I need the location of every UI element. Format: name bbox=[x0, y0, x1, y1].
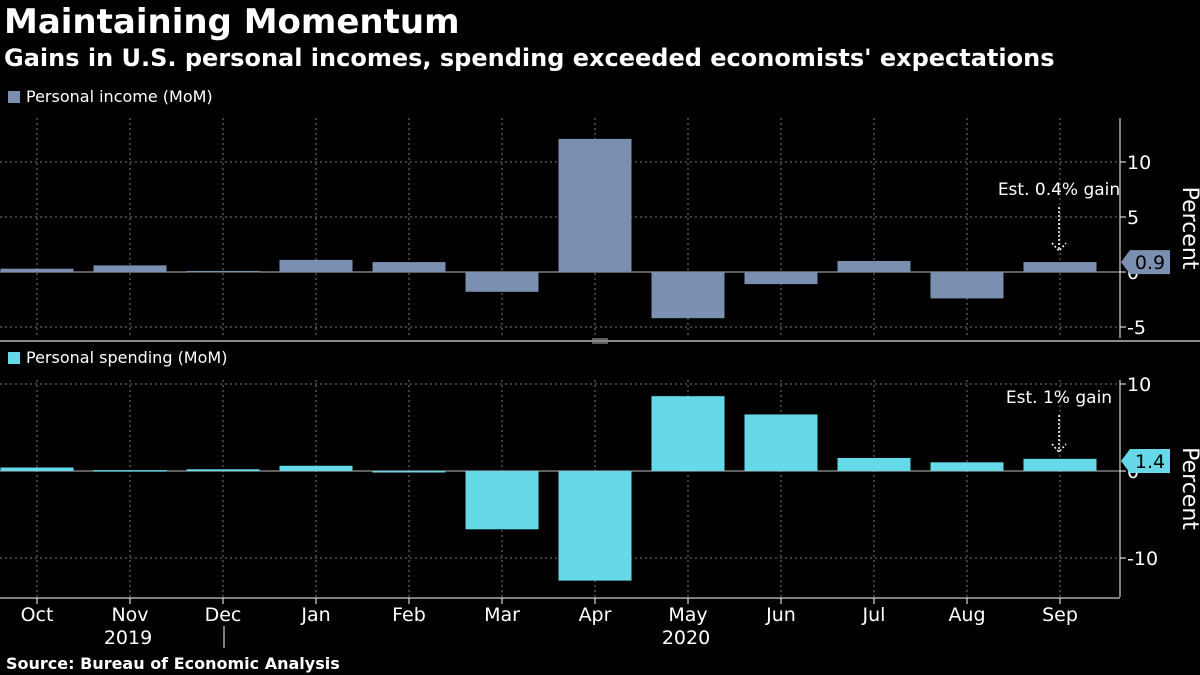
y-tick-label: 10 bbox=[1127, 374, 1151, 396]
last-value-label: 0.9 bbox=[1135, 252, 1165, 274]
source-note: Source: Bureau of Economic Analysis bbox=[6, 654, 340, 673]
bar-feb bbox=[372, 262, 446, 272]
estimate-annotation: Est. 1% gain bbox=[1006, 388, 1112, 408]
bar-sep bbox=[1023, 262, 1097, 272]
bar-apr bbox=[558, 138, 632, 272]
x-tick-label: Feb bbox=[392, 604, 426, 626]
estimate-arrowhead bbox=[1051, 242, 1067, 253]
legend-swatch bbox=[8, 91, 20, 103]
y-tick-label: -10 bbox=[1127, 548, 1158, 570]
legend-label: Personal income (MoM) bbox=[26, 87, 213, 106]
bar-dec bbox=[186, 469, 260, 471]
bar-mar bbox=[465, 471, 539, 530]
y-axis-title: Percent bbox=[1177, 447, 1200, 530]
bar-sep bbox=[1023, 458, 1097, 471]
x-tick-label: Nov bbox=[111, 604, 148, 626]
chart-subtitle: Gains in U.S. personal incomes, spending… bbox=[4, 44, 1055, 72]
bar-jan bbox=[279, 259, 353, 272]
y-tick-label: 10 bbox=[1127, 152, 1151, 174]
bar-nov bbox=[93, 265, 167, 272]
x-tick-label: Dec bbox=[205, 604, 242, 626]
bar-feb bbox=[372, 471, 446, 473]
x-tick-label: Aug bbox=[948, 604, 985, 626]
legend-swatch bbox=[8, 352, 20, 364]
x-tick-label: Jun bbox=[765, 604, 796, 626]
bar-aug bbox=[930, 272, 1004, 299]
bar-apr bbox=[558, 471, 632, 581]
year-label: 2019 bbox=[104, 627, 152, 649]
bar-oct bbox=[0, 467, 74, 471]
estimate-arrowhead bbox=[1051, 443, 1067, 454]
x-axis: Oct Nov Dec Jan Feb Mar Apr May Jun Jul Aug Sep 2019… bbox=[0, 597, 1120, 649]
legend-label: Personal spending (MoM) bbox=[26, 348, 227, 367]
estimate-annotation: Est. 0.4% gain bbox=[998, 180, 1120, 200]
y-axis-title: Percent bbox=[1177, 187, 1200, 270]
bar-may bbox=[651, 272, 725, 319]
y-tick-label: -5 bbox=[1127, 317, 1146, 339]
last-value-callout bbox=[1121, 449, 1170, 473]
x-tick-label: Oct bbox=[21, 604, 54, 626]
y-tick-label: 5 bbox=[1127, 207, 1139, 229]
x-tick-label: Mar bbox=[484, 604, 520, 626]
x-tick-label: Sep bbox=[1042, 604, 1078, 626]
last-value-callout bbox=[1121, 250, 1170, 275]
bar-jan bbox=[279, 465, 353, 471]
bar-nov bbox=[93, 470, 167, 472]
x-tick-label: May bbox=[668, 604, 707, 626]
bar-may bbox=[651, 396, 725, 471]
bar-jul bbox=[837, 261, 911, 272]
bar-aug bbox=[930, 462, 1004, 471]
bar-jul bbox=[837, 457, 911, 471]
bar-dec bbox=[186, 270, 260, 273]
bar-jun bbox=[744, 272, 818, 285]
chart-title: Maintaining Momentum bbox=[4, 2, 460, 42]
x-tick-label: Jul bbox=[862, 604, 886, 626]
bar-mar bbox=[465, 272, 539, 292]
last-value-label: 1.4 bbox=[1135, 451, 1165, 473]
bar-oct bbox=[0, 268, 74, 272]
x-tick-label: Apr bbox=[579, 604, 612, 626]
x-tick-label: Jan bbox=[300, 604, 330, 626]
bar-jun bbox=[744, 414, 818, 471]
year-label: 2020 bbox=[662, 627, 710, 649]
